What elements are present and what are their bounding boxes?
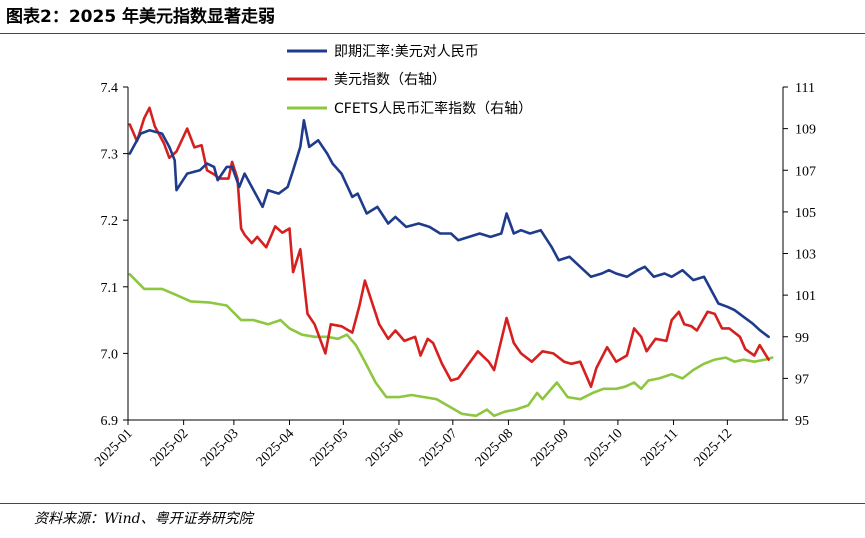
y-left-tick-label: 6.9	[101, 414, 119, 429]
x-tick-label: 2025-09	[528, 426, 572, 470]
y-right-tick-label: 95	[795, 414, 809, 429]
x-tick-label: 2025-08	[473, 426, 517, 470]
y-left-tick-label: 7.2	[101, 214, 119, 229]
y-left-tick-label: 7.0	[101, 347, 119, 362]
x-tick-label: 2025-12	[692, 426, 736, 470]
x-tick-label: 2025-07	[417, 426, 461, 470]
series-line-2	[128, 273, 774, 418]
y-left-tick-label: 7.3	[101, 148, 119, 163]
x-tick-label: 2025-10	[582, 426, 626, 470]
title-rule	[0, 33, 865, 34]
y-right-tick-label: 111	[795, 81, 815, 96]
chart-lines	[128, 106, 774, 418]
x-tick-label: 2025-06	[363, 426, 407, 470]
x-tick-label: 2025-01	[92, 426, 136, 470]
y-right-tick-label: 107	[795, 164, 816, 179]
figure-title: 图表2：2025 年美元指数显著走弱	[6, 7, 276, 27]
series-line-1	[128, 106, 770, 388]
source-note: 资料来源：Wind、粤开证券研究院	[34, 511, 253, 527]
legend-label-1: 美元指数（右轴）	[334, 72, 446, 88]
legend-label-0: 即期汇率:美元对人民币	[334, 43, 479, 60]
x-tick-label: 2025-05	[308, 426, 352, 470]
y-right-tick-label: 105	[795, 206, 816, 221]
y-right-tick-label: 97	[795, 372, 809, 387]
source-rule	[0, 503, 865, 504]
y-right-tick-label: 101	[795, 289, 816, 304]
legend-label-2: CFETS人民币汇率指数（右轴）	[334, 100, 532, 117]
y-left-tick-label: 7.1	[101, 281, 119, 296]
chart-axes: 6.9 7.0 7.1 7.2 7.3 7.4 95 97 99 101 103 105 107 109 1…	[92, 81, 816, 470]
series-line-0	[128, 119, 770, 339]
x-tick-label: 2025-03	[198, 426, 242, 470]
x-tick-label: 2025-04	[254, 426, 298, 470]
x-tick-label: 2025-02	[148, 426, 192, 470]
y-right-tick-label: 103	[795, 248, 816, 263]
y-left-tick-label: 7.4	[101, 81, 119, 96]
y-right-tick-label: 109	[795, 123, 816, 138]
y-right-tick-label: 99	[795, 331, 809, 346]
x-tick-label: 2025-11	[638, 426, 681, 469]
